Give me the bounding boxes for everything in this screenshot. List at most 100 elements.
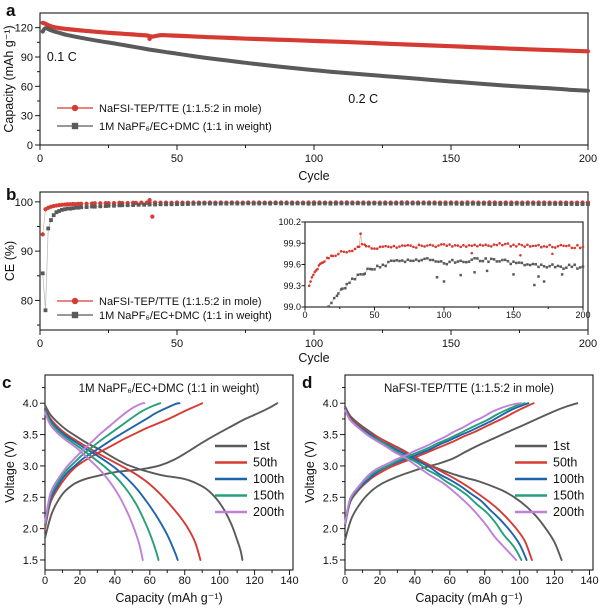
x-axis-label: Cycle [298, 351, 329, 365]
tick-label: 50 [171, 153, 183, 165]
series-1M NaPF6/EC+DMC [40, 26, 590, 93]
tick-label: 0 [27, 140, 33, 152]
series-50th-charge [44, 402, 204, 530]
tick-label: 0 [37, 153, 43, 165]
legend-square-marker-icon [71, 122, 79, 130]
legend-square-marker-icon [71, 311, 79, 319]
plot-border [44, 374, 294, 571]
tick-label: 4.0 [323, 398, 338, 410]
legend-label: 100th [253, 472, 284, 486]
tick-label: 50 [369, 310, 379, 320]
legend-circle-marker-icon [71, 104, 79, 112]
y-axis: 100.2 99.9 99.6 99.3 99.0 [278, 217, 305, 312]
chart-d: 0 20 40 60 80 100 120 140 1.5 2.0 2.5 3.0 3.5 4.0 Capa… [303, 374, 599, 605]
legend-label: 200th [253, 505, 284, 519]
tick-label: 2.5 [23, 492, 38, 504]
legend-label: NaFSI-TEP/TTE (1:1.5:2 in mole) [99, 296, 262, 308]
y-axis-label: Voltage (V) [3, 441, 17, 503]
tick-label: 90 [21, 246, 33, 258]
series-200th-charge [344, 402, 523, 525]
panel-label-a: a [6, 1, 16, 20]
series-150th-discharge [44, 409, 160, 561]
legend-label: 150th [253, 489, 284, 503]
y-axis: 0 30 60 90 120 [15, 23, 40, 152]
chart-b-inset: 0 50 100 150 200 100.2 99.9 99.6 99.3 99.0 [278, 217, 590, 320]
series-markers-1M NaPF6/EC+DMC [40, 201, 590, 313]
legend-label: 1st [253, 439, 270, 453]
plot-border [344, 374, 594, 571]
legend-label: 200th [553, 505, 584, 519]
series-1st-charge [344, 402, 579, 541]
panel-label-c: c [2, 373, 12, 392]
x-axis: 0 50 100 150 200 [37, 330, 597, 350]
tick-label: 3.0 [323, 461, 338, 473]
tick-label: 0 [37, 338, 43, 350]
annotation: 0.1 C [47, 50, 77, 64]
legend: 1st 50th 100th 150th 200th [515, 439, 584, 519]
tick-label: 99.9 [283, 238, 301, 248]
tick-label: 80 [21, 295, 33, 307]
series-50th-discharge [344, 407, 533, 561]
tick-label: 1.5 [323, 555, 338, 567]
tick-label: 0 [302, 310, 307, 320]
series-200th-charge [44, 402, 146, 524]
legend-label: 150th [553, 489, 584, 503]
legend-label: NaFSI-TEP/TTE (1:1.5:2 in mole) [99, 103, 262, 115]
tick-label: 150 [506, 310, 521, 320]
legend-label: 1st [553, 439, 570, 453]
y-axis: 1.5 2.0 2.5 3.0 3.5 4.0 [323, 387, 345, 567]
tick-label: 200 [575, 310, 590, 320]
x-axis: 0 20 40 60 80 100 120 140 [42, 570, 299, 587]
series-200th-discharge [344, 409, 518, 561]
legend-label: 50th [553, 456, 577, 470]
tick-label: 2.0 [23, 524, 38, 536]
series-markers-1M NaPF6/EC+DMC [327, 257, 585, 308]
tick-label: 120 [15, 23, 33, 35]
x-axis-label: Cycle [298, 169, 329, 183]
annotation: 0.2 C [348, 92, 378, 106]
tick-label: 40 [409, 575, 421, 587]
tick-label: 20 [374, 575, 386, 587]
series-100th-charge [44, 402, 181, 527]
legend-label: 1M NaPF₆/EC+DMC (1:1 in weight) [99, 310, 272, 322]
tick-label: 100 [510, 575, 528, 587]
series-150th-charge [44, 402, 162, 527]
tick-label: 99.3 [283, 281, 301, 291]
legend-label: 1M NaPF₆/EC+DMC (1:1 in weight) [99, 121, 272, 133]
tick-label: 200 [579, 338, 597, 350]
y-axis-label: CE (%) [3, 241, 17, 281]
x-axis: 0 20 40 60 80 100 120 140 [342, 570, 599, 587]
tick-label: 120 [245, 575, 263, 587]
tick-label: 100 [210, 575, 228, 587]
tick-label: 60 [21, 81, 33, 93]
series-50th-charge [344, 402, 535, 527]
series-100th-discharge [344, 407, 528, 561]
tick-label: 200 [579, 153, 597, 165]
tick-label: 140 [280, 575, 298, 587]
panel-label-d: d [302, 373, 313, 392]
series-50th-discharge [44, 407, 202, 561]
tick-label: 100 [305, 338, 323, 350]
tick-label: 100 [305, 153, 323, 165]
series-outlier-point [147, 36, 152, 42]
tick-label: 2.0 [323, 524, 338, 536]
tick-label: 140 [580, 575, 598, 587]
tick-label: 50 [171, 338, 183, 350]
y-axis: 1.5 2.0 2.5 3.0 3.5 4.0 [23, 387, 45, 567]
tick-label: 30 [21, 111, 33, 123]
tick-label: 100 [15, 197, 33, 209]
series-1st-discharge [344, 405, 563, 561]
series-200th-discharge [44, 411, 144, 561]
tick-label: 3.5 [323, 430, 338, 442]
series-1st-charge [44, 402, 279, 539]
tick-label: 0 [342, 575, 348, 587]
x-axis: 0 50 100 150 200 [302, 307, 591, 320]
panel-title: 1M NaPF₆/EC+DMC (1:1 in weight) [79, 383, 260, 395]
legend: NaFSI-TEP/TTE (1:1.5:2 in mole) 1M NaPF₆/… [57, 103, 272, 133]
tick-label: 90 [21, 52, 33, 64]
tick-label: 150 [442, 338, 460, 350]
tick-label: 20 [74, 575, 86, 587]
legend-circle-marker-icon [71, 297, 79, 305]
tick-label: 100.2 [278, 217, 301, 227]
